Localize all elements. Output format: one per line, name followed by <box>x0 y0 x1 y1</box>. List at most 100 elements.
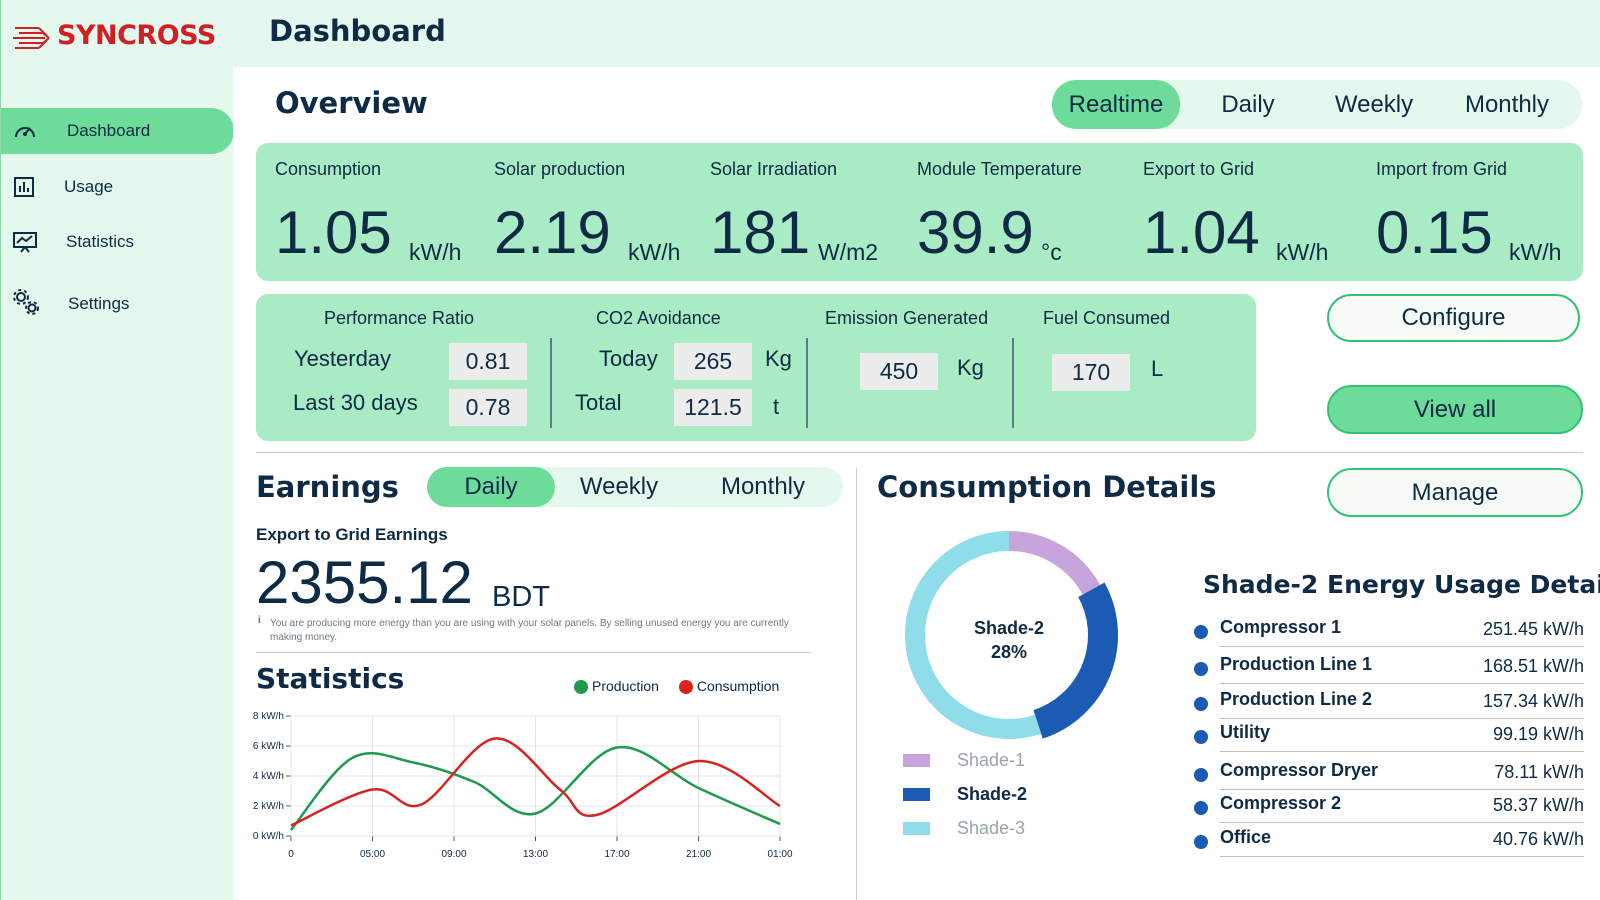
earnings-range-tabs: Daily Weekly Monthly <box>427 467 843 507</box>
performance-card: Performance Ratio Yesterday 0.81 Last 30… <box>256 294 1256 441</box>
ratio-yesterday-label: Yesterday <box>294 346 392 371</box>
performance-ratio-title: Performance Ratio <box>324 308 475 328</box>
configure-button[interactable]: Configure <box>1327 294 1580 342</box>
sidebar-item-label: Statistics <box>66 232 135 251</box>
sidebar-item-usage[interactable]: Usage <box>1 164 234 210</box>
divider <box>1012 338 1014 428</box>
overview-range-tabs: Realtime Daily Weekly Monthly <box>1052 80 1582 129</box>
earnings-note: You are producing more energy than you a… <box>270 618 789 643</box>
bullet-icon <box>1194 835 1208 849</box>
fuel-unit: L <box>1151 356 1164 381</box>
metric-unit: W/m2 <box>818 239 879 265</box>
earnings-value: 2355.12 <box>256 549 473 616</box>
presentation-chart-icon <box>13 232 37 253</box>
bullet-icon <box>1194 697 1208 711</box>
tab-realtime[interactable]: Realtime <box>1052 80 1180 129</box>
sidebar: SYNCROSS Dashboard Usage Statistics <box>0 0 234 900</box>
co2-total-unit: t <box>773 394 780 419</box>
legend-consumption-label: Consumption <box>696 678 780 694</box>
tab-weekly[interactable]: Weekly <box>1334 90 1414 118</box>
fuel-title: Fuel Consumed <box>1043 308 1171 328</box>
x-tick-label: 09:00 <box>441 849 466 860</box>
divider <box>806 338 808 428</box>
usage-row[interactable]: Compressor 2 58.37 kW/h <box>1194 789 1584 823</box>
legend-item-shade-1[interactable]: Shade-1 <box>903 748 1025 772</box>
metric-label: Module Temperature <box>917 159 1082 179</box>
x-tick-label: 01:00 <box>767 849 792 860</box>
metric-label: Import from Grid <box>1376 159 1508 179</box>
row-divider <box>1220 718 1584 719</box>
donut-slice-shade-3 <box>905 531 1042 739</box>
bullet-icon <box>1194 801 1208 815</box>
usage-row[interactable]: Utility 99.19 kW/h <box>1194 718 1584 752</box>
gears-icon <box>13 289 39 315</box>
emission-value: 450 <box>860 353 938 390</box>
earnings-subtitle: Export to Grid Earnings <box>256 525 448 544</box>
usage-details-title: Shade-2 Energy Usage Details <box>1203 570 1600 599</box>
brand-logo[interactable]: SYNCROSS <box>13 20 216 51</box>
usage-value: 168.51 kW/h <box>1482 656 1584 676</box>
tab-monthly[interactable]: Monthly <box>1464 90 1550 118</box>
y-tick-label: 6 kW/h <box>253 741 284 752</box>
metric-value: 0.15 <box>1376 199 1493 266</box>
row-divider <box>1220 646 1584 647</box>
bullet-icon <box>1194 768 1208 782</box>
donut-center-value: 28% <box>990 642 1028 662</box>
bullet-icon <box>1194 625 1208 639</box>
row-divider <box>1220 789 1584 790</box>
consumption-title: Consumption Details <box>877 470 1217 504</box>
row-divider <box>1220 856 1584 857</box>
metric-unit: kW/h <box>1276 239 1329 265</box>
metric-label: Solar Irradiation <box>710 159 838 179</box>
co2-today-label: Today <box>599 346 658 371</box>
tab-daily[interactable]: Daily <box>1221 90 1275 118</box>
statistics-line-chart: 0 05:00 09:00 13:00 17:00 21:00 01:00 0 kW/h 2 k… <box>253 712 793 860</box>
bullet-icon <box>1194 730 1208 744</box>
ratio-30days-label: Last 30 days <box>293 390 418 415</box>
usage-name: Utility <box>1220 722 1271 742</box>
metric-unit: kW/h <box>409 239 462 265</box>
metric-label: Export to Grid <box>1143 159 1255 179</box>
legend-dot-production <box>574 680 588 695</box>
series-line-production <box>290 746 781 831</box>
usage-name: Compressor Dryer <box>1220 760 1379 780</box>
co2-avoidance-title: CO2 Avoidance <box>596 308 721 328</box>
manage-button[interactable]: Manage <box>1327 468 1583 517</box>
plot-frame <box>290 715 781 837</box>
statistics-title: Statistics <box>256 662 405 695</box>
info-icon: i <box>258 615 261 626</box>
earnings-title: Earnings <box>256 470 399 504</box>
usage-row[interactable]: Compressor Dryer 78.11 kW/h <box>1194 756 1584 790</box>
usage-value: 99.19 kW/h <box>1492 724 1584 744</box>
legend-item-shade-2[interactable]: Shade-2 <box>903 782 1027 806</box>
tab-weekly[interactable]: Weekly <box>579 473 659 500</box>
usage-row[interactable]: Compressor 1 251.45 kW/h <box>1194 613 1584 647</box>
metric-value: 181 <box>710 199 811 266</box>
y-tick-label: 0 kW/h <box>253 831 284 842</box>
earnings-currency: BDT <box>492 581 550 613</box>
co2-today-unit: Kg <box>765 346 792 371</box>
sidebar-item-settings[interactable]: Settings <box>1 281 234 327</box>
emission-unit: Kg <box>957 355 984 380</box>
legend-label: Shade-2 <box>957 783 1028 804</box>
usage-row[interactable]: Office 40.76 kW/h <box>1194 823 1584 857</box>
usage-name: Production Line 2 <box>1220 689 1373 709</box>
y-tick-label: 4 kW/h <box>253 771 284 782</box>
sidebar-item-statistics[interactable]: Statistics <box>1 219 234 265</box>
usage-value: 78.11 kW/h <box>1494 762 1584 782</box>
tab-daily[interactable]: Daily <box>427 467 555 507</box>
metric-label: Solar production <box>494 159 626 179</box>
emission-title: Emission Generated <box>825 308 989 328</box>
usage-name: Production Line 1 <box>1220 654 1373 674</box>
fuel-value: 170 <box>1052 354 1130 391</box>
view-all-button[interactable]: View all <box>1327 385 1583 434</box>
tab-monthly[interactable]: Monthly <box>720 473 806 500</box>
usage-name: Office <box>1220 827 1272 847</box>
donut-slice-shade-1 <box>1008 531 1101 595</box>
usage-row[interactable]: Production Line 1 168.51 kW/h <box>1194 650 1584 684</box>
sidebar-item-dashboard[interactable]: Dashboard <box>1 108 234 154</box>
row-divider <box>1220 751 1584 752</box>
legend-item-shade-3[interactable]: Shade-3 <box>903 816 1025 840</box>
x-tick-label: 0 <box>288 849 294 860</box>
usage-row[interactable]: Production Line 2 157.34 kW/h <box>1194 685 1584 719</box>
